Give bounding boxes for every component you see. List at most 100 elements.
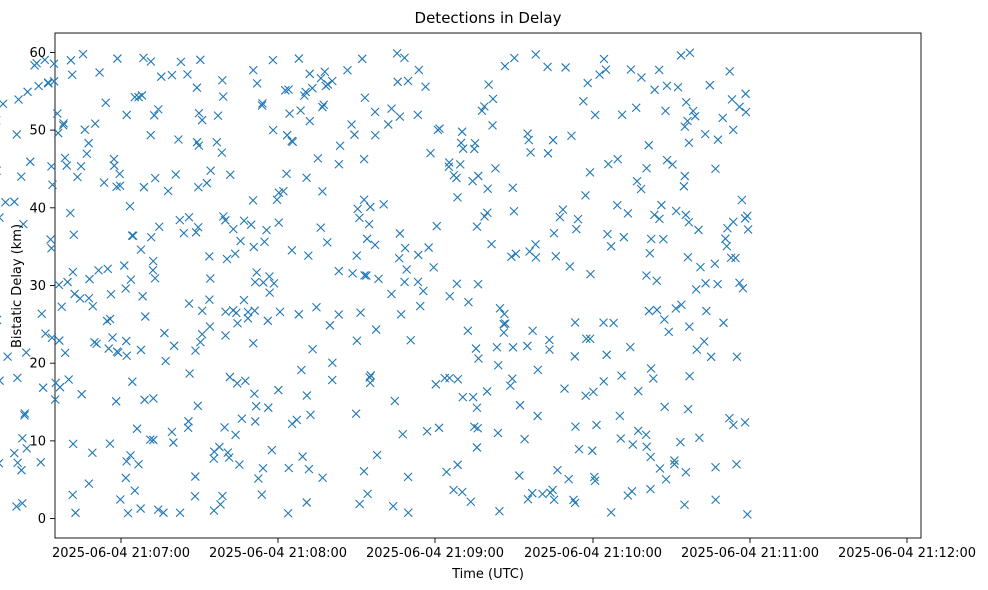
data-point: [655, 214, 664, 224]
x-axis-ticks: 2025-06-04 21:07:00 2025-06-04 21:08:00 20…: [52, 538, 976, 561]
data-point: [140, 395, 149, 405]
data-point: [265, 288, 275, 298]
data-point: [710, 259, 720, 269]
data-point: [275, 307, 285, 317]
data-point: [193, 401, 203, 411]
data-point: [655, 464, 665, 473]
data-point: [316, 223, 326, 233]
data-point: [364, 219, 374, 229]
data-point: [161, 356, 171, 366]
data-point: [595, 70, 604, 79]
data-point: [303, 251, 313, 260]
data-point: [121, 284, 131, 293]
data-point: [531, 240, 540, 249]
data-point: [249, 389, 259, 399]
data-point: [284, 85, 293, 94]
data-point: [435, 124, 444, 134]
data-point: [728, 420, 738, 430]
data-point: [327, 76, 337, 86]
data-point: [642, 163, 652, 173]
data-point: [581, 334, 591, 344]
data-point: [413, 277, 423, 287]
data-point: [78, 49, 88, 59]
data-point: [383, 120, 393, 129]
data-point: [701, 278, 710, 288]
data-point: [357, 54, 367, 64]
data-point: [400, 53, 409, 63]
data-point: [68, 439, 78, 449]
data-point: [567, 131, 576, 141]
data-point: [723, 223, 732, 233]
data-point: [159, 508, 168, 518]
data-point: [523, 129, 533, 139]
data-point: [507, 374, 517, 384]
data-point: [219, 212, 228, 221]
data-point: [365, 202, 375, 212]
data-point: [209, 447, 219, 457]
data-point: [130, 486, 140, 495]
data-point: [126, 451, 135, 460]
data-point: [127, 231, 137, 241]
data-point: [573, 214, 583, 224]
data-point: [112, 182, 121, 192]
data-point: [325, 320, 335, 330]
data-point: [741, 107, 751, 117]
data-point: [571, 224, 581, 234]
data-point: [570, 498, 580, 508]
data-point: [455, 160, 465, 169]
data-point: [14, 95, 23, 104]
data-point: [743, 509, 752, 519]
data-point: [673, 82, 683, 92]
data-point: [685, 371, 694, 381]
data-point: [123, 508, 133, 518]
data-point: [175, 508, 185, 518]
data-point: [351, 409, 361, 419]
data-point: [482, 387, 492, 396]
data-point: [230, 249, 240, 259]
data-point: [488, 94, 498, 104]
data-point: [631, 103, 641, 113]
data-point: [190, 491, 200, 501]
data-point: [457, 127, 467, 137]
data-point: [654, 65, 664, 75]
data-point: [50, 395, 60, 404]
data-point: [213, 111, 223, 121]
data-point: [274, 218, 284, 227]
data-point: [306, 410, 315, 420]
data-point: [299, 91, 309, 100]
data-point: [252, 268, 262, 277]
data-point: [234, 460, 244, 470]
data-point: [153, 505, 163, 515]
data-point: [106, 289, 116, 299]
data-point: [109, 154, 119, 164]
data-point: [671, 304, 681, 313]
data-point: [395, 229, 405, 238]
data-point: [599, 318, 608, 327]
data-point: [184, 299, 194, 309]
data-point: [308, 344, 317, 354]
data-point: [533, 411, 543, 421]
data-point: [452, 279, 462, 289]
data-point: [103, 264, 113, 274]
data-point: [599, 54, 609, 64]
data-point: [616, 434, 626, 443]
data-point: [320, 67, 330, 77]
data-point: [94, 265, 103, 275]
data-point: [633, 386, 643, 396]
data-point: [25, 157, 35, 167]
data-point: [453, 193, 462, 202]
data-point: [469, 144, 479, 154]
data-point: [570, 318, 580, 327]
data-points: [0, 48, 753, 519]
data-point: [334, 310, 344, 319]
data-point: [282, 130, 292, 140]
data-point: [371, 325, 381, 334]
data-point: [403, 76, 413, 86]
data-point: [258, 98, 267, 108]
data-point: [121, 336, 131, 346]
data-point: [675, 437, 685, 447]
data-point: [209, 454, 219, 463]
data-point: [531, 50, 541, 59]
data-point: [252, 79, 262, 88]
x-axis-label: Time (UTC): [451, 567, 524, 582]
